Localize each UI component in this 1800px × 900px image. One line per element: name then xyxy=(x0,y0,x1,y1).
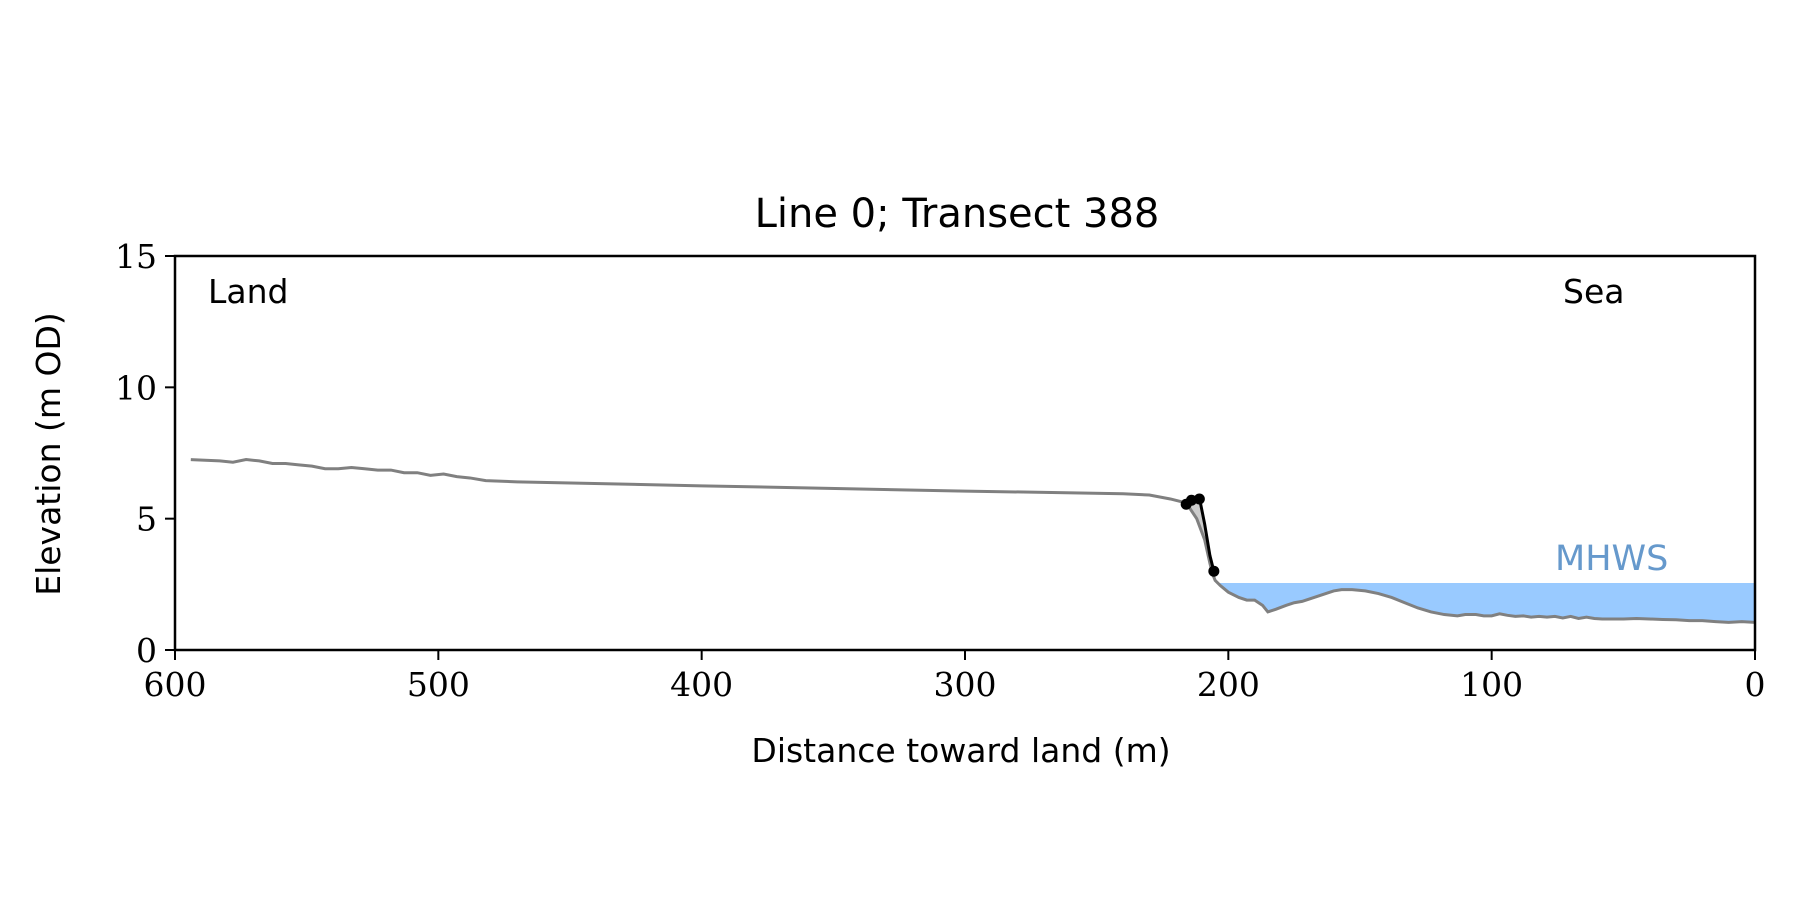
profile-series-line xyxy=(190,458,1756,624)
x-axis-ticks: 600 500 400 300 200 100 0 xyxy=(144,650,1766,704)
x-tick-label: 200 xyxy=(1197,665,1260,704)
x-tick-label: 400 xyxy=(670,665,733,704)
cliff-markers xyxy=(1180,493,1220,577)
y-tick-label: 5 xyxy=(136,500,157,539)
x-tick-label: 100 xyxy=(1460,665,1523,704)
annotation-sea: Sea xyxy=(1563,272,1624,311)
y-tick-label: 10 xyxy=(115,368,157,407)
cliff-marker xyxy=(1208,565,1220,577)
x-axis-label: Distance toward land (m) xyxy=(751,731,1170,770)
y-axis-label: Elevation (m OD) xyxy=(29,312,68,596)
y-axis-ticks: 0 5 10 15 xyxy=(115,237,175,670)
y-tick-label: 15 xyxy=(115,237,157,276)
annotation-land: Land xyxy=(208,272,288,311)
chart-title: Line 0; Transect 388 xyxy=(755,191,1160,237)
annotation-mhws: MHWS xyxy=(1555,539,1668,579)
cliff-marker xyxy=(1193,493,1205,505)
x-tick-label: 600 xyxy=(144,665,207,704)
y-tick-label: 0 xyxy=(136,631,157,670)
plot-area xyxy=(190,458,1756,624)
x-tick-label: 500 xyxy=(407,665,470,704)
x-tick-label: 0 xyxy=(1745,665,1766,704)
x-tick-label: 300 xyxy=(934,665,997,704)
mhws-water-fill xyxy=(1217,583,1755,623)
